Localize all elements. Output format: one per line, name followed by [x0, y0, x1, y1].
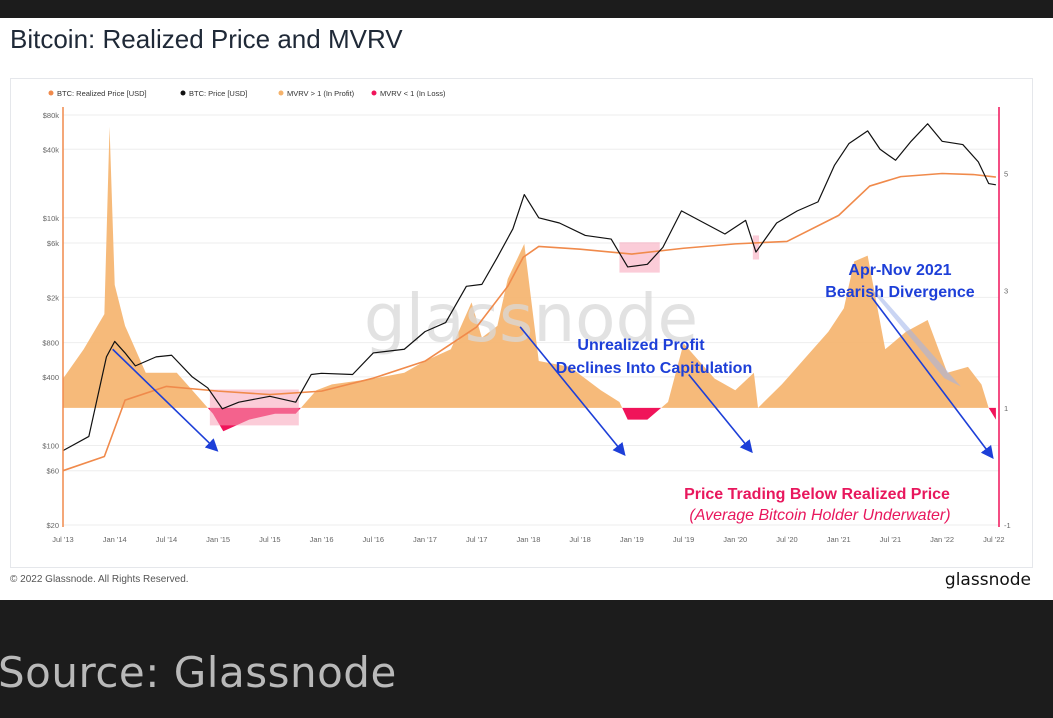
- x-tick-label: Jan '15: [206, 535, 230, 544]
- chart-svg: BTC: Realized Price [USD] BTC: Price [USD…: [42, 89, 1011, 544]
- y-tick-label: $20: [46, 521, 59, 530]
- x-tick-label: Jul '14: [156, 535, 177, 544]
- y-tick-label: $100: [42, 441, 59, 450]
- x-tick-label: Jan '20: [723, 535, 747, 544]
- x-tick-label: Jan '19: [620, 535, 644, 544]
- y-tick-label: $2k: [47, 293, 59, 302]
- annotation-arrow: [519, 326, 626, 456]
- x-tick-label: Jul '17: [466, 535, 487, 544]
- x-tick-label: Jul '19: [673, 535, 694, 544]
- highlight-box: [752, 235, 760, 260]
- legend-marker: [48, 90, 54, 96]
- annotation-label: (Average Bitcoin Holder Underwater): [689, 507, 950, 524]
- brand-logo-text: glassnode: [944, 570, 1031, 590]
- annotation-arrow: [112, 348, 219, 452]
- y-right-tick-label: 3: [1004, 287, 1008, 296]
- watermark-text: glassnode: [364, 280, 698, 357]
- chart-card: Bitcoin: Realized Price and MVRV BTC: Re…: [0, 18, 1053, 600]
- y-tick-label: $6k: [47, 239, 59, 248]
- legend-label: BTC: Price [USD]: [189, 89, 247, 98]
- y-tick-label: $80k: [43, 111, 60, 120]
- highlight-box: [209, 389, 299, 426]
- x-tick-label: Jul '18: [569, 535, 590, 544]
- x-tick-label: Jul '21: [880, 535, 901, 544]
- annotation-label: Apr-Nov 2021: [848, 262, 951, 279]
- annotation-arrow: [871, 296, 994, 460]
- annotations: Unrealized Profit Declines Into Capitulat…: [556, 262, 975, 524]
- y-tick-label: $60: [46, 467, 59, 476]
- mvrv-profit-area: [63, 126, 996, 408]
- y-right-tick-label: -1: [1004, 521, 1011, 530]
- x-tick-label: Jul '13: [52, 535, 73, 544]
- x-tick-label: Jul '22: [983, 535, 1004, 544]
- x-tick-label: Jul '16: [363, 535, 384, 544]
- x-tick-label: Jul '15: [259, 535, 280, 544]
- legend-label: MVRV > 1 (In Profit): [287, 89, 355, 98]
- copyright-text: © 2022 Glassnode. All Rights Reserved.: [10, 574, 189, 585]
- chart-panel: BTC: Realized Price [USD] BTC: Price [USD…: [10, 78, 1033, 568]
- y-right-tick-label: 5: [1004, 170, 1008, 179]
- legend-label: MVRV < 1 (In Loss): [380, 89, 446, 98]
- y-right-tick-label: 1: [1004, 404, 1008, 413]
- legend-marker: [278, 90, 284, 96]
- y-tick-label: $800: [42, 339, 59, 348]
- divergence-band: [869, 288, 961, 387]
- x-tick-label: Jan '21: [827, 535, 851, 544]
- annotation-label: Unrealized Profit: [577, 337, 705, 354]
- y-tick-label: $40k: [43, 145, 60, 154]
- x-tick-label: Jan '16: [310, 535, 334, 544]
- legend-label: BTC: Realized Price [USD]: [57, 89, 147, 98]
- legend-marker: [180, 90, 186, 96]
- right-axis-ticks: -1 1 3 5: [1004, 170, 1011, 530]
- legend: BTC: Realized Price [USD] BTC: Price [USD…: [48, 89, 446, 98]
- left-axis-ticks: $20 $60 $100 $400 $800 $2k $6k $10k $40k $80k: [42, 111, 59, 530]
- price-line: [62, 123, 996, 452]
- y-tick-label: $10k: [43, 214, 60, 223]
- annotation-label: Declines Into Capitulation: [556, 360, 752, 377]
- legend-marker: [371, 90, 377, 96]
- annotation-label: Price Trading Below Realized Price: [684, 486, 950, 503]
- x-tick-label: Jan '17: [413, 535, 437, 544]
- y-tick-label: $400: [42, 373, 59, 382]
- x-tick-label: Jan '18: [516, 535, 540, 544]
- x-tick-label: Jul '20: [776, 535, 797, 544]
- mvrv-loss-area: [63, 407, 996, 432]
- annotation-arrow: [688, 373, 753, 454]
- source-caption: Source: Glassnode: [0, 648, 397, 697]
- chart-title: Bitcoin: Realized Price and MVRV: [10, 24, 403, 54]
- x-axis-ticks: Jul '13 Jan '14 Jul '14 Jan '15 Jul '15 Jan '…: [52, 535, 1004, 544]
- x-tick-label: Jan '22: [930, 535, 954, 544]
- annotation-label: Bearish Divergence: [825, 284, 975, 301]
- x-tick-label: Jan '14: [103, 535, 127, 544]
